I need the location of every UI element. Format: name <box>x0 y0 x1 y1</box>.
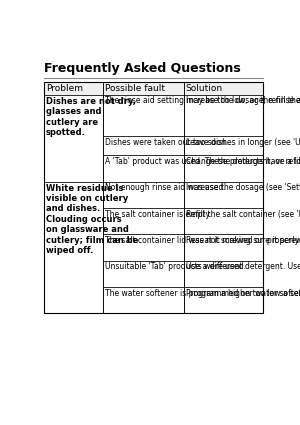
Text: A 'Tab' product was used. These products have a low drying effect.: A 'Tab' product was used. These products… <box>105 157 300 166</box>
Bar <box>184 234 263 261</box>
Bar <box>44 95 104 181</box>
Text: The rinse aid setting may be too low, or the rinse aid reservoir is empty.: The rinse aid setting may be too low, or… <box>105 96 300 105</box>
Bar <box>184 287 263 314</box>
Text: Increase the dosage (see 'Setting the rinse aid dosage').: Increase the dosage (see 'Setting the ri… <box>186 183 300 192</box>
Text: Problem: Problem <box>46 84 83 93</box>
Bar <box>44 82 263 314</box>
Bar <box>103 208 184 234</box>
Text: Solution: Solution <box>186 84 223 93</box>
Bar <box>44 181 104 314</box>
Bar <box>184 155 263 181</box>
Text: The water softener is programmed on too low a setting.: The water softener is programmed on too … <box>105 289 300 298</box>
Text: Not enough rinse aid was used.: Not enough rinse aid was used. <box>105 183 226 192</box>
Bar <box>103 234 184 261</box>
Bar <box>103 287 184 314</box>
Text: Refill the salt container (see 'Filling the salt container').: Refill the salt container (see 'Filling … <box>186 210 300 218</box>
Bar <box>184 181 263 208</box>
Text: Increase the dosage, refill the reservoir or switch the rinse aid product when r: Increase the dosage, refill the reservoi… <box>186 96 300 105</box>
Text: Possible fault: Possible fault <box>105 84 165 93</box>
Text: White residue is
visible on cutlery
and dishes.
Clouding occurs
on glassware and: White residue is visible on cutlery and … <box>46 184 138 255</box>
Bar <box>184 261 263 287</box>
Bar <box>103 95 184 136</box>
Bar <box>103 155 184 181</box>
Text: Frequently Asked Questions: Frequently Asked Questions <box>44 62 241 76</box>
Text: Leave dishes in longer (see 'Use').: Leave dishes in longer (see 'Use'). <box>186 138 300 147</box>
Text: Unsuitable 'Tab' products were used.: Unsuitable 'Tab' products were used. <box>105 262 246 271</box>
Text: Dishes were taken out too soon.: Dishes were taken out too soon. <box>105 138 228 147</box>
Bar <box>44 82 263 95</box>
Bar <box>184 136 263 155</box>
Bar <box>184 208 263 234</box>
Text: Change the detergent, or refill the rinse aid (see 'Rinse aid').: Change the detergent, or refill the rins… <box>186 157 300 166</box>
Bar <box>103 136 184 155</box>
Text: Dishes are not dry,
glasses and
cutlery are
spotted.: Dishes are not dry, glasses and cutlery … <box>46 97 136 137</box>
Bar <box>103 261 184 287</box>
Bar <box>184 95 263 136</box>
Text: Program a higher water softener setting (see 'Water softener').: Program a higher water softener setting … <box>186 289 300 298</box>
Text: Reseat it making sure it screws back on correctly.: Reseat it making sure it screws back on … <box>186 236 300 245</box>
Text: The salt container is empty.: The salt container is empty. <box>105 210 211 218</box>
Bar <box>103 181 184 208</box>
Text: Use a different detergent. Use normal (powder or gel) detergent.: Use a different detergent. Use normal (p… <box>186 262 300 271</box>
Text: The salt container lid was not screwed on properly.: The salt container lid was not screwed o… <box>105 236 300 245</box>
